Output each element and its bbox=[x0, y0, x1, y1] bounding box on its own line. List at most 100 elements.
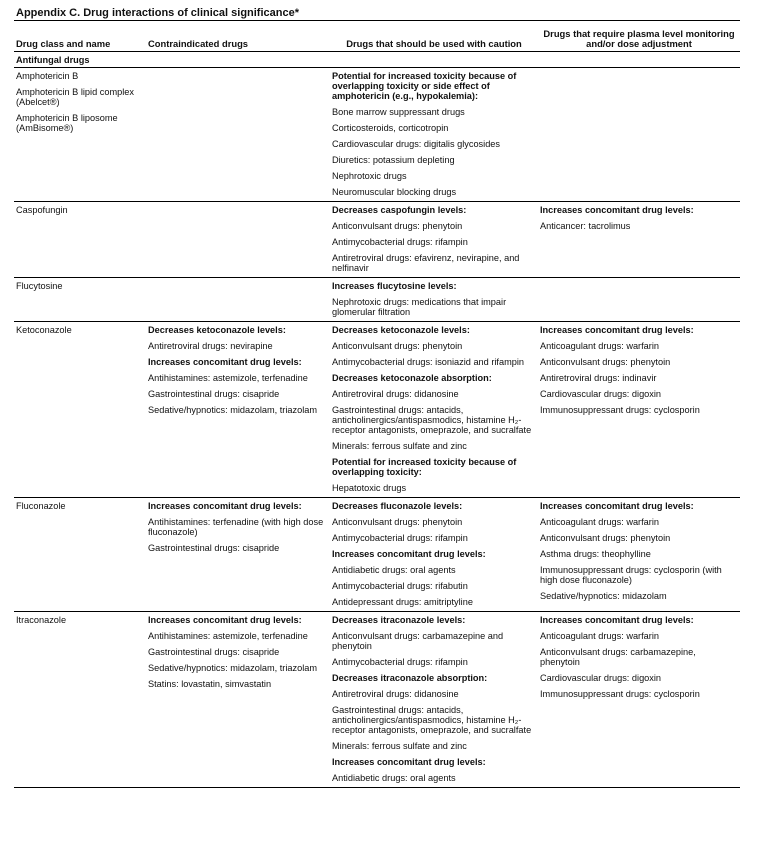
list-item: Antimycobacterial drugs: rifampin bbox=[332, 657, 468, 667]
page-title: Appendix C. Drug interactions of clinica… bbox=[14, 6, 740, 21]
list-item: Anticonvulsant drugs: phenytoin bbox=[332, 221, 463, 231]
list-item: Antiretroviral drugs: didanosine bbox=[332, 389, 459, 399]
subheading: Decreases itraconazole levels: bbox=[332, 615, 466, 625]
subheading: Increases concomitant drug levels: bbox=[148, 501, 302, 511]
drug-row: Itraconazole Increases concomitant drug l… bbox=[14, 611, 740, 788]
list-item: Fluconazole bbox=[16, 501, 66, 511]
list-item: Nephrotoxic drugs bbox=[332, 171, 407, 181]
list-item: Cardiovascular drugs: digoxin bbox=[540, 389, 662, 399]
drug-row: Ketoconazole Decreases ketoconazole level… bbox=[14, 321, 740, 498]
list-item: Antihistamines: astemizole, terfenadine bbox=[148, 631, 308, 641]
list-item: Anticoagulant drugs: warfarin bbox=[540, 631, 659, 641]
list-item: Amphotericin B bbox=[16, 71, 79, 81]
list-item: Antiretroviral drugs: efavirenz, nevirap… bbox=[332, 253, 520, 273]
list-item: Asthma drugs: theophylline bbox=[540, 549, 651, 559]
drug-name-cell: Ketoconazole bbox=[14, 321, 146, 498]
header-drug-class: Drug class and name bbox=[14, 21, 146, 52]
subheading: Decreases ketoconazole absorption: bbox=[332, 373, 492, 383]
drug-name-cell: Amphotericin B Amphotericin B lipid compl… bbox=[14, 67, 146, 202]
caution-cell: Decreases caspofungin levels: Anticonvuls… bbox=[330, 201, 538, 278]
list-item: Itraconazole bbox=[16, 615, 67, 625]
subheading: Increases concomitant drug levels: bbox=[540, 325, 694, 335]
contraindicated-cell bbox=[146, 201, 330, 278]
subheading: Increases flucytosine levels: bbox=[332, 281, 457, 291]
list-item: Immunosuppressant drugs: cyclosporin (wi… bbox=[540, 565, 722, 585]
subheading: Increases concomitant drug levels: bbox=[540, 205, 694, 215]
list-item: Anticonvulsant drugs: phenytoin bbox=[540, 533, 671, 543]
list-item: Antimycobacterial drugs: rifampin bbox=[332, 237, 468, 247]
list-item: Antimycobacterial drugs: rifabutin bbox=[332, 581, 468, 591]
subheading: Increases concomitant drug levels: bbox=[540, 615, 694, 625]
header-caution: Drugs that should be used with caution bbox=[330, 21, 538, 52]
list-item: Flucytosine bbox=[16, 281, 63, 291]
list-item: Antiretroviral drugs: nevirapine bbox=[148, 341, 273, 351]
contraindicated-cell bbox=[146, 67, 330, 202]
contraindicated-cell: Decreases ketoconazole levels: Antiretrov… bbox=[146, 321, 330, 498]
caution-cell: Potential for increased toxicity because… bbox=[330, 67, 538, 202]
monitoring-cell: Increases concomitant drug levels: Antica… bbox=[538, 201, 740, 278]
list-item: Antihistamines: terfenadine (with high d… bbox=[148, 517, 324, 537]
list-item: Hepatotoxic drugs bbox=[332, 483, 407, 493]
list-item: Corticosteroids, corticotropin bbox=[332, 123, 449, 133]
list-item: Antimycobacterial drugs: isoniazid and r… bbox=[332, 357, 525, 367]
list-item: Immunosuppressant drugs: cyclosporin bbox=[540, 405, 700, 415]
document-page: Appendix C. Drug interactions of clinica… bbox=[14, 6, 740, 788]
list-item: Anticancer: tacrolimus bbox=[540, 221, 631, 231]
subheading: Decreases ketoconazole levels: bbox=[148, 325, 286, 335]
monitoring-cell: Increases concomitant drug levels: Antico… bbox=[538, 497, 740, 612]
list-item: Statins: lovastatin, simvastatin bbox=[148, 679, 272, 689]
list-item: Amphotericin B lipid complex (Abelcet®) bbox=[16, 87, 134, 107]
list-item: Gastrointestinal drugs: cisapride bbox=[148, 389, 280, 399]
list-item: Anticonvulsant drugs: phenytoin bbox=[332, 517, 463, 527]
header-row: Drug class and name Contraindicated drug… bbox=[14, 21, 740, 52]
drug-name-cell: Flucytosine bbox=[14, 277, 146, 322]
subheading: Increases concomitant drug levels: bbox=[332, 757, 486, 767]
caution-cell: Decreases itraconazole levels: Anticonvul… bbox=[330, 611, 538, 788]
list-item: Gastrointestinal drugs: antacids, antich… bbox=[332, 705, 532, 735]
subheading: Decreases fluconazole levels: bbox=[332, 501, 463, 511]
subheading: Decreases ketoconazole levels: bbox=[332, 325, 470, 335]
caution-cell: Decreases fluconazole levels: Anticonvuls… bbox=[330, 497, 538, 612]
list-item: Gastrointestinal drugs: cisapride bbox=[148, 543, 280, 553]
list-item: Anticonvulsant drugs: phenytoin bbox=[332, 341, 463, 351]
list-item: Ketoconazole bbox=[16, 325, 72, 335]
list-item: Antihistamines: astemizole, terfenadine bbox=[148, 373, 308, 383]
list-item: Minerals: ferrous sulfate and zinc bbox=[332, 441, 467, 451]
list-item: Antidepressant drugs: amitriptyline bbox=[332, 597, 473, 607]
monitoring-cell bbox=[538, 67, 740, 202]
list-item: Amphotericin B liposome (AmBisome®) bbox=[16, 113, 118, 133]
drug-name-cell: Itraconazole bbox=[14, 611, 146, 788]
list-item: Sedative/hypnotics: midazolam bbox=[540, 591, 667, 601]
list-item: Gastrointestinal drugs: antacids, antich… bbox=[332, 405, 532, 435]
list-item: Sedative/hypnotics: midazolam, triazolam bbox=[148, 405, 318, 415]
list-item: Antiretroviral drugs: didanosine bbox=[332, 689, 459, 699]
list-item: Anticonvulsant drugs: phenytoin bbox=[540, 357, 671, 367]
subheading: Increases concomitant drug levels: bbox=[148, 357, 302, 367]
contraindicated-cell: Increases concomitant drug levels: Antihi… bbox=[146, 497, 330, 612]
header-monitoring: Drugs that require plasma level monitori… bbox=[538, 21, 740, 52]
drug-row: Caspofungin Decreases caspofungin levels:… bbox=[14, 201, 740, 278]
list-item: Caspofungin bbox=[16, 205, 68, 215]
subheading: Potential for increased toxicity because… bbox=[332, 457, 517, 477]
monitoring-cell: Increases concomitant drug levels: Antico… bbox=[538, 611, 740, 788]
list-item: Bone marrow suppressant drugs bbox=[332, 107, 465, 117]
list-item: Sedative/hypnotics: midazolam, triazolam bbox=[148, 663, 318, 673]
caution-cell: Decreases ketoconazole levels: Anticonvul… bbox=[330, 321, 538, 498]
group-row: Antifungal drugs bbox=[14, 51, 740, 68]
list-item: Minerals: ferrous sulfate and zinc bbox=[332, 741, 467, 751]
list-item: Anticonvulsant drugs: carbamazepine, phe… bbox=[540, 647, 696, 667]
contraindicated-cell bbox=[146, 277, 330, 322]
subheading: Decreases caspofungin levels: bbox=[332, 205, 467, 215]
list-item: Antidiabetic drugs: oral agents bbox=[332, 565, 456, 575]
list-item: Antiretroviral drugs: indinavir bbox=[540, 373, 657, 383]
list-item: Anticoagulant drugs: warfarin bbox=[540, 517, 659, 527]
list-item: Antidiabetic drugs: oral agents bbox=[332, 773, 456, 783]
subheading: Increases concomitant drug levels: bbox=[540, 501, 694, 511]
subheading: Increases concomitant drug levels: bbox=[148, 615, 302, 625]
subheading: Decreases itraconazole absorption: bbox=[332, 673, 488, 683]
drug-name-cell: Caspofungin bbox=[14, 201, 146, 278]
caution-cell: Increases flucytosine levels: Nephrotoxic… bbox=[330, 277, 538, 322]
header-contraindicated: Contraindicated drugs bbox=[146, 21, 330, 52]
monitoring-cell: Increases concomitant drug levels: Antico… bbox=[538, 321, 740, 498]
subheading: Potential for increased toxicity because… bbox=[332, 71, 517, 101]
